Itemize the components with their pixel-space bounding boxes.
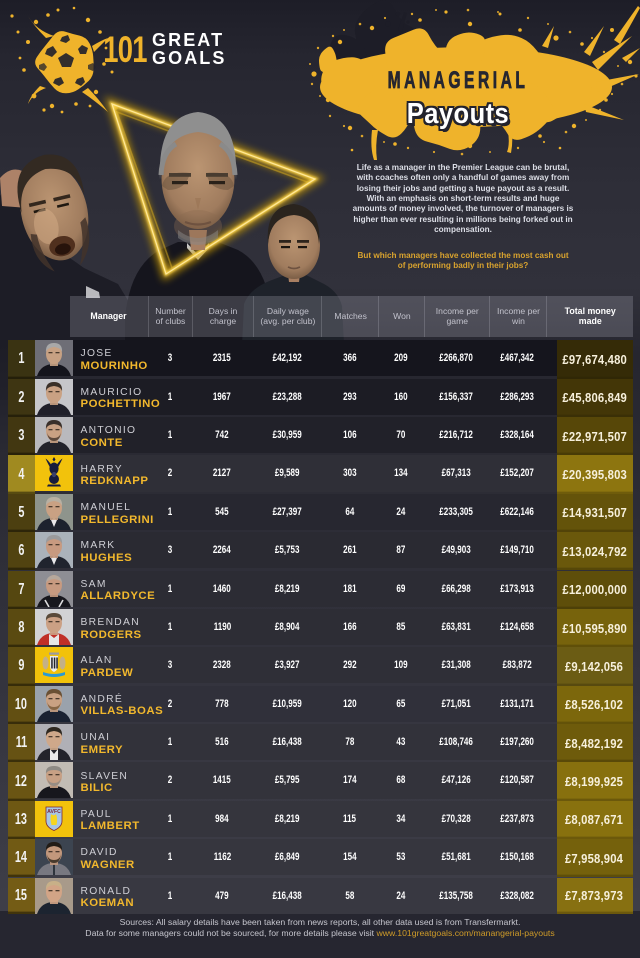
svg-text:AVFC: AVFC bbox=[47, 809, 61, 815]
